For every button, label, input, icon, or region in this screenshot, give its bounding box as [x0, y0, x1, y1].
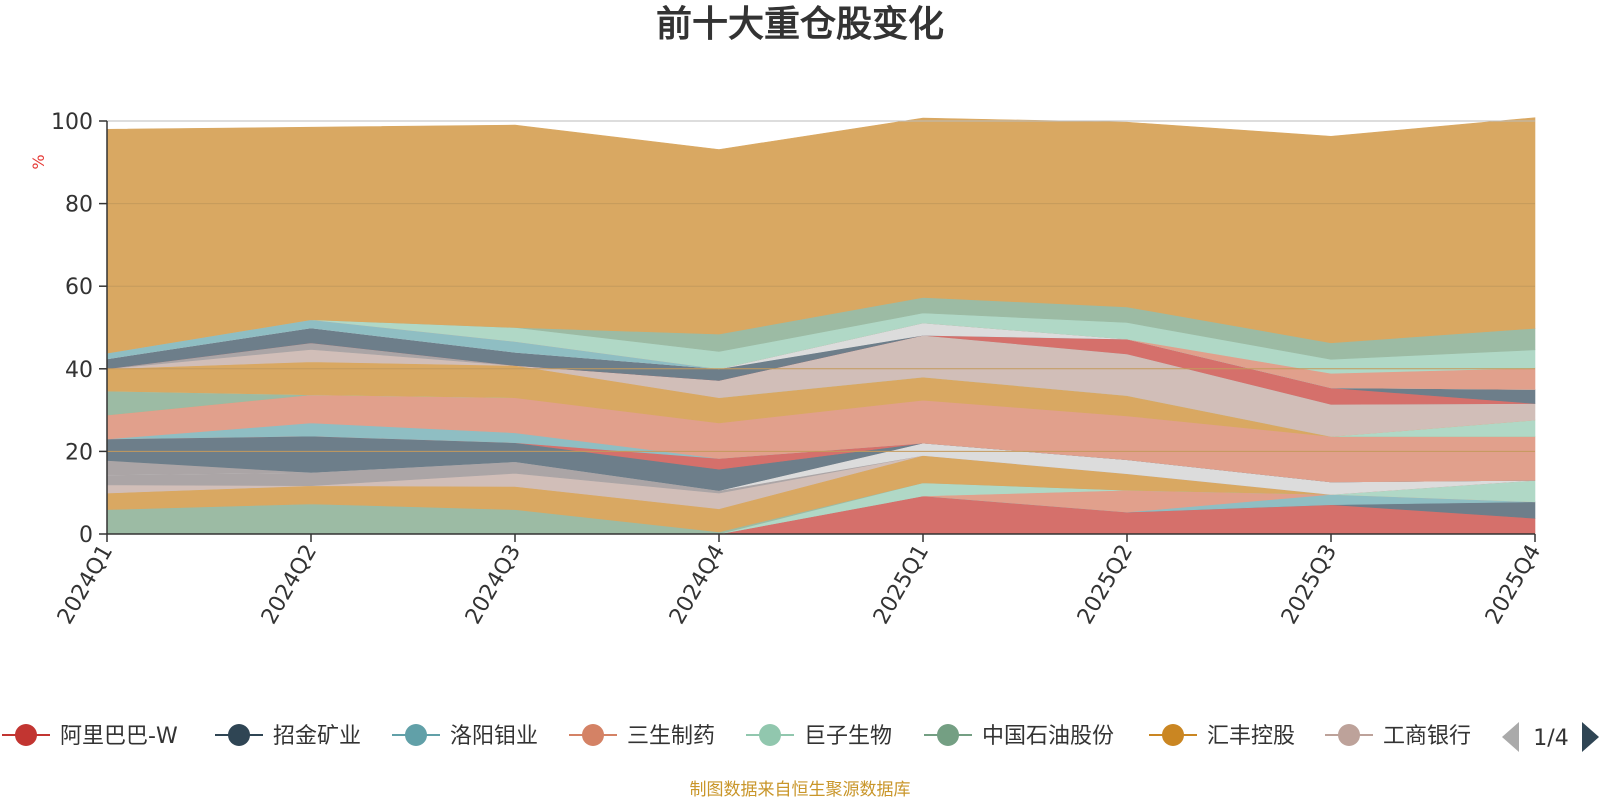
legend-label: 汇丰控股: [1207, 724, 1295, 749]
legend-page-indicator: 1/4: [1533, 726, 1568, 751]
legend-item[interactable]: 阿里巴巴-W: [2, 724, 178, 749]
legend-prev-page-icon[interactable]: [1502, 722, 1519, 752]
legend-item[interactable]: 三生制药: [569, 724, 715, 749]
axes: [106, 121, 1535, 535]
y-axis-unit: %: [29, 154, 48, 169]
legend-item[interactable]: 工商银行: [1325, 724, 1471, 749]
y-tick-label: 0: [79, 523, 93, 548]
legend-label: 洛阳钼业: [450, 724, 538, 749]
x-tick-label: 2024Q1: [53, 541, 118, 629]
legend-next-page-icon[interactable]: [1582, 722, 1599, 752]
legend-item[interactable]: 巨子生物: [746, 724, 892, 749]
x-tick-label: 2024Q4: [665, 541, 730, 629]
legend-label: 招金矿业: [273, 724, 361, 749]
legend-item[interactable]: 招金矿业: [215, 724, 361, 749]
x-tick-label: 2024Q3: [461, 541, 526, 629]
legend-dot-icon: [1162, 724, 1184, 746]
y-tick-label: 80: [65, 193, 93, 218]
x-axis-ticks: 2024Q1 2024Q2 2024Q3 2024Q4 2025Q1 2025Q2 2025…: [53, 534, 1546, 629]
y-tick-label: 60: [65, 275, 93, 300]
legend-item[interactable]: 汇丰控股: [1149, 724, 1295, 749]
legend-dot-icon: [1338, 724, 1360, 746]
legend-dot-icon: [582, 724, 604, 746]
legend-dot-icon: [759, 724, 781, 746]
y-tick-label: 100: [51, 110, 93, 135]
grid-lines: [107, 120, 1535, 452]
x-tick-label: 2024Q2: [257, 541, 322, 629]
area-layers: [106, 117, 1536, 535]
legend: 阿里巴巴-W 招金矿业 洛阳钼业 三生制药 巨子生物 中国石油股份 汇丰控股 工商银行: [2, 724, 1471, 749]
x-tick-label: 2025Q2: [1073, 541, 1138, 629]
legend-dot-icon: [405, 724, 427, 746]
legend-item[interactable]: 洛阳钼业: [392, 724, 538, 749]
chart-title: 前十大重仓股变化: [656, 3, 944, 45]
y-tick-label: 20: [65, 440, 93, 465]
source-note: 制图数据来自恒生聚源数据库: [690, 780, 911, 800]
legend-label: 工商银行: [1383, 724, 1471, 749]
legend-label: 巨子生物: [804, 724, 892, 749]
x-tick-label: 2025Q1: [869, 541, 934, 629]
legend-dot-icon: [228, 724, 250, 746]
legend-dot-icon: [15, 724, 37, 746]
legend-label: 中国石油股份: [982, 724, 1114, 749]
x-tick-label: 2025Q3: [1277, 541, 1342, 629]
x-tick-label: 2025Q4: [1481, 541, 1546, 629]
legend-label: 三生制药: [627, 724, 715, 749]
y-axis-ticks: 0 20 40 60 80 100: [51, 110, 107, 548]
legend-label: 阿里巴巴-W: [60, 724, 178, 749]
area-layer-20: [106, 117, 1536, 354]
y-tick-label: 40: [65, 358, 93, 383]
legend-pager: 1/4: [1502, 722, 1599, 752]
legend-dot-icon: [937, 724, 959, 746]
legend-item[interactable]: 中国石油股份: [924, 724, 1114, 749]
